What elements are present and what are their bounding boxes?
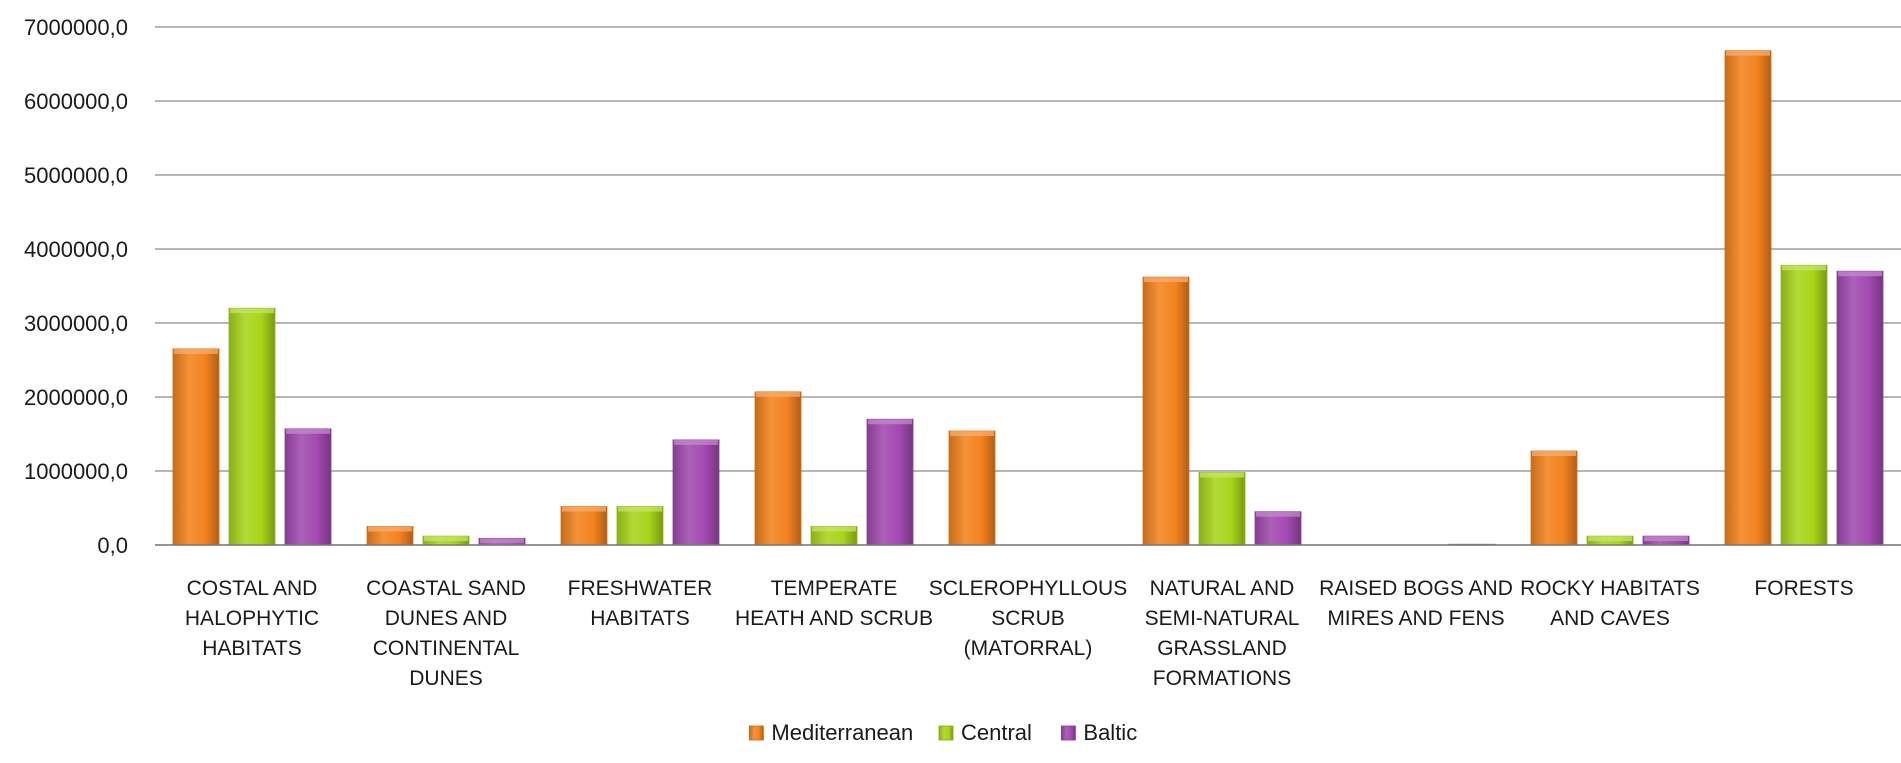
bar-cap-central bbox=[812, 526, 856, 532]
y-tick-label: 4000000,0 bbox=[24, 237, 128, 262]
bar-cap-central bbox=[1782, 265, 1826, 271]
bar-cap-mediterranean bbox=[1144, 277, 1188, 283]
legend-swatch-central bbox=[938, 725, 954, 741]
bar-cap-mediterranean bbox=[368, 526, 412, 532]
legend-swatch-baltic bbox=[1061, 725, 1076, 741]
bar-cap-baltic bbox=[1644, 536, 1688, 542]
y-tick-label: 3000000,0 bbox=[24, 311, 128, 336]
bar-central bbox=[228, 307, 276, 546]
bar-baltic bbox=[866, 418, 914, 546]
y-tick-label: 5000000,0 bbox=[24, 163, 128, 188]
legend-label-central: Central bbox=[961, 720, 1032, 745]
bar-central bbox=[1780, 264, 1828, 546]
y-tick-label: 0,0 bbox=[97, 533, 128, 558]
bar-cap-mediterranean bbox=[174, 348, 218, 354]
bar-mediterranean bbox=[1724, 50, 1772, 546]
bar-cap-baltic bbox=[674, 439, 718, 445]
bar-mediterranean bbox=[754, 391, 802, 546]
bar-cap-mediterranean bbox=[950, 431, 994, 437]
legend-label-baltic: Baltic bbox=[1083, 720, 1137, 745]
bar-cap-mediterranean bbox=[562, 506, 606, 512]
legend-swatch-mediterranean bbox=[749, 725, 764, 741]
x-category-label: FRESHWATER HABITATS bbox=[568, 577, 713, 630]
bar-cap-central bbox=[1200, 472, 1244, 478]
bar-mediterranean bbox=[1530, 450, 1578, 546]
x-category-label: FORESTS bbox=[1754, 577, 1853, 600]
bar-cap-baltic bbox=[286, 428, 330, 434]
bar-mediterranean bbox=[1142, 276, 1190, 546]
legend-label-mediterranean: Mediterranean bbox=[771, 720, 913, 745]
bar-cap-mediterranean bbox=[1532, 451, 1576, 457]
bar-baltic bbox=[1836, 270, 1884, 546]
x-axis-categories: COSTAL AND HALOPHYTIC HABITATS COASTAL SAND… bbox=[185, 577, 1854, 690]
y-tick-label: 7000000,0 bbox=[24, 15, 128, 40]
bar-cap-baltic bbox=[1838, 271, 1882, 277]
grid-lines bbox=[155, 26, 1901, 546]
bar-mediterranean bbox=[172, 348, 220, 546]
legend: Mediterranean Central Baltic bbox=[749, 720, 1137, 745]
x-category-label: COASTAL SAND DUNES AND CONTINENTAL DUNES bbox=[366, 577, 526, 690]
bar-central bbox=[1198, 472, 1246, 546]
y-tick-label: 2000000,0 bbox=[24, 385, 128, 410]
x-category-label: SCLEROPHYLLOUS SCRUB (MATORRAL) bbox=[929, 577, 1127, 660]
x-category-label: RAISED BOGS AND MIRES AND FENS bbox=[1319, 577, 1513, 630]
bar-cap-central bbox=[230, 308, 274, 314]
bar-cap-baltic bbox=[480, 538, 524, 544]
bar-cap-central bbox=[1588, 536, 1632, 542]
bar-cap-central bbox=[424, 536, 468, 542]
bar-cap-mediterranean bbox=[756, 391, 800, 397]
bar-cap-mediterranean bbox=[1726, 50, 1770, 56]
x-category-label: NATURAL AND SEMI-NATURAL GRASSLAND FORMATIO… bbox=[1145, 577, 1300, 690]
bar-mediterranean bbox=[948, 430, 996, 546]
bar-cap-central bbox=[618, 506, 662, 512]
y-tick-label: 6000000,0 bbox=[24, 89, 128, 114]
bar-cap-baltic bbox=[868, 419, 912, 425]
bar-central bbox=[616, 506, 664, 546]
bars bbox=[172, 50, 1884, 546]
x-category-label: TEMPERATE HEATH AND SCRUB bbox=[735, 577, 933, 630]
y-tick-label: 1000000,0 bbox=[24, 459, 128, 484]
x-category-label: COSTAL AND HALOPHYTIC HABITATS bbox=[185, 577, 319, 660]
bar-cap-baltic bbox=[1256, 511, 1300, 517]
bar-baltic bbox=[284, 428, 332, 546]
bar-baltic bbox=[1254, 511, 1302, 546]
bar-baltic bbox=[672, 439, 720, 546]
x-category-label: ROCKY HABITATS AND CAVES bbox=[1520, 577, 1700, 630]
y-axis-ticks: 0,0 1000000,0 2000000,0 3000000,0 4000000,0 5… bbox=[24, 15, 128, 558]
bar-mediterranean bbox=[560, 506, 608, 546]
